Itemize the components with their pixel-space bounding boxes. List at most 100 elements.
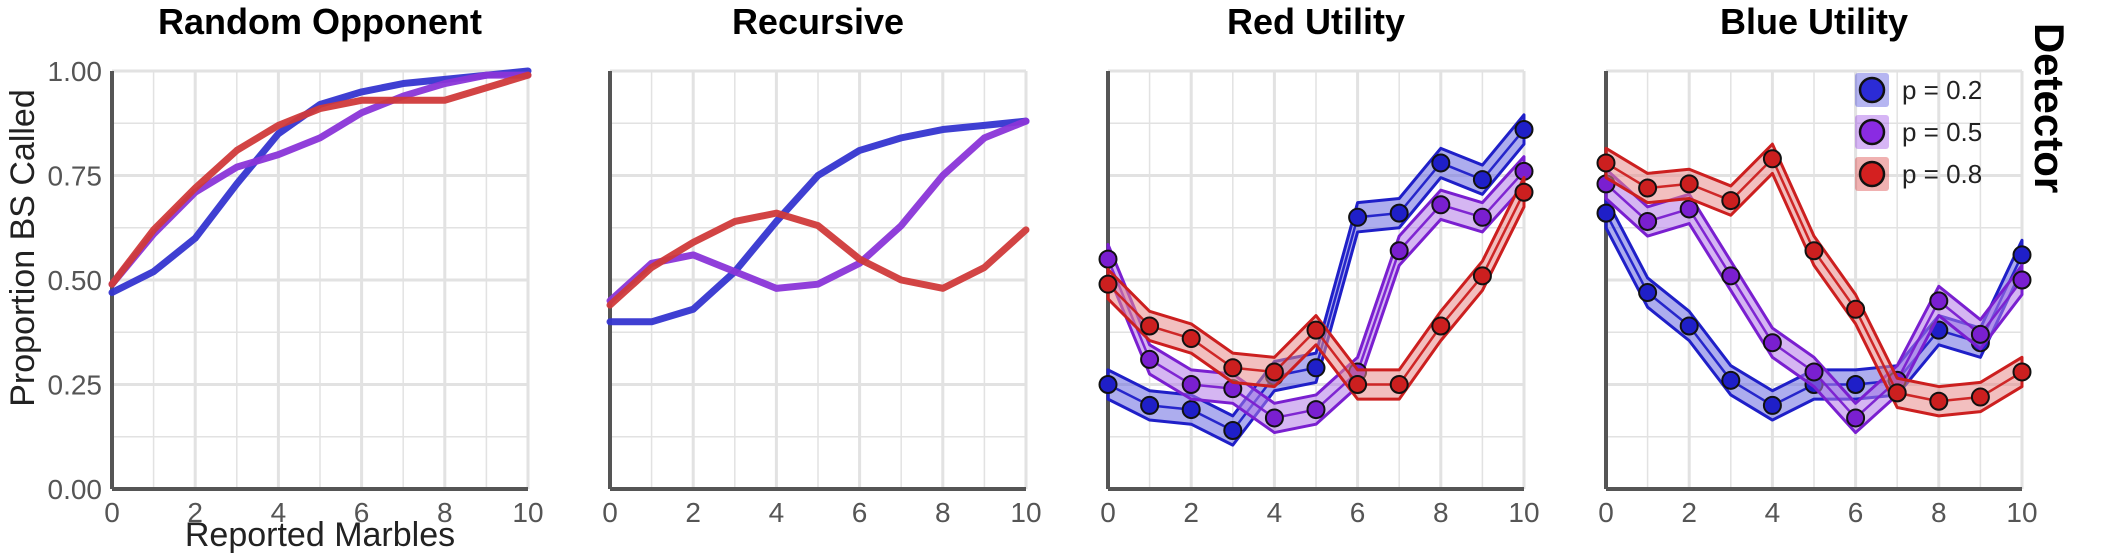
x-tick-label: 0 (1598, 497, 1614, 528)
data-point-p-0-5 (1264, 408, 1284, 428)
series-band-p-0-5 (1604, 167, 2024, 435)
legend-label: p = 0.2 (1902, 75, 1982, 105)
data-point-p-0-8 (1348, 375, 1368, 394)
data-point-p-0-2 (1679, 316, 1699, 336)
x-tick-label: 0 (104, 497, 120, 528)
data-point-p-0-8 (1514, 182, 1534, 202)
data-point-p-0-2 (1140, 395, 1160, 415)
x-tick-label: 10 (1010, 497, 1041, 528)
x-tick-label: 10 (1508, 497, 1539, 528)
data-point-p-0-2 (1638, 283, 1658, 303)
data-point-p-0-8 (1098, 274, 1118, 294)
data-point-p-0-5 (1638, 211, 1658, 231)
x-tick-label: 0 (1100, 497, 1116, 528)
data-point-p-0-8 (1389, 375, 1409, 394)
y-tick-label: 0.50 (48, 265, 103, 296)
data-point-p-0-8 (1721, 191, 1741, 211)
data-point-p-0-5 (1762, 333, 1782, 353)
panel-title-blue-utility: Blue Utility (1720, 1, 1908, 42)
data-point-p-0-5 (1140, 349, 1160, 369)
data-point-p-0-8 (2012, 362, 2032, 382)
panel-random-opponent: 0 2 4 6 8 10 0.00 0.25 0.50 0.75 1.00 Random Oppone… (48, 1, 544, 528)
x-tick-label: 8 (935, 497, 951, 528)
panel-recursive: 0 2 4 6 8 10 Recursive (602, 1, 1041, 528)
x-axis-title: Reported Marbles (185, 516, 455, 554)
data-point-p-0-2 (1431, 153, 1451, 173)
data-point-p-0-5 (1389, 241, 1409, 261)
data-point-p-0-2 (1762, 395, 1782, 415)
data-point-p-0-8 (1970, 387, 1990, 407)
legend-marker (1858, 76, 1886, 104)
legend-item-p-0-2: p = 0.2 (1855, 73, 1982, 107)
data-point-p-0-2 (1472, 170, 1492, 190)
y-tick-label: 0.25 (48, 370, 103, 401)
data-point-p-0-2 (1596, 203, 1616, 223)
y-tick-label: 0.00 (48, 474, 103, 505)
grid-red-utility (1106, 69, 1526, 491)
data-point-p-0-5 (2012, 270, 2032, 290)
panel-title-red-utility: Red Utility (1227, 1, 1405, 42)
x-tick-label: 2 (1681, 497, 1697, 528)
grid-random-opponent (110, 69, 530, 491)
x-tick-label: 4 (1267, 497, 1283, 528)
data-point-p-0-8 (1223, 358, 1243, 378)
data-point-p-0-8 (1929, 391, 1949, 411)
data-point-p-0-5 (1098, 249, 1118, 269)
y-axis-title: Proportion BS Called (4, 89, 42, 407)
x-tick-label: 6 (354, 497, 370, 528)
legend-marker (1858, 160, 1886, 188)
chart-panels: 0 2 4 6 8 10 0.00 0.25 0.50 0.75 1.00 Random Oppone… (48, 1, 2038, 528)
data-point-p-0-2 (1348, 207, 1368, 227)
panel-title-recursive: Recursive (732, 1, 904, 42)
x-tick-label: 6 (1350, 497, 1366, 528)
data-point-p-0-8 (1306, 320, 1326, 340)
legend: p = 0.2 p = 0.5 p = 0.8 (1855, 73, 1982, 191)
data-point-p-0-8 (1431, 316, 1451, 336)
series-band-p-0-8 (1106, 176, 1526, 401)
y-tick-label: 0.75 (48, 161, 103, 192)
x-tick-label: 8 (1931, 497, 1947, 528)
data-point-p-0-2 (2012, 245, 2032, 265)
x-tick-label: 8 (437, 497, 453, 528)
x-tick-label: 2 (1183, 497, 1199, 528)
data-point-p-0-8 (1264, 362, 1284, 382)
y-tick-label: 1.00 (48, 56, 103, 87)
data-point-p-0-2 (1098, 375, 1118, 394)
strip-label-detector: Detector (2026, 23, 2073, 193)
series-line-p-0-5 (606, 117, 1030, 305)
x-tick-label: 10 (512, 497, 543, 528)
x-tick-label: 0 (602, 497, 618, 528)
x-tick-label: 4 (769, 497, 785, 528)
data-point-p-0-8 (1140, 316, 1160, 336)
x-tick-label: 2 (187, 497, 203, 528)
data-point-p-0-2 (1223, 420, 1243, 440)
data-point-p-0-8 (1804, 241, 1824, 261)
data-point-p-0-2 (1721, 370, 1741, 390)
data-point-p-0-5 (1970, 324, 1990, 344)
data-point-p-0-2 (1181, 400, 1201, 420)
series-group-recursive (606, 117, 1030, 326)
data-point-p-0-5 (1181, 375, 1201, 394)
data-point-p-0-2 (1514, 120, 1534, 140)
legend-label: p = 0.8 (1902, 159, 1982, 189)
x-tick-label: 4 (271, 497, 287, 528)
data-point-p-0-5 (1431, 195, 1451, 215)
x-tick-label: 8 (1433, 497, 1449, 528)
series-group-random-opponent (108, 67, 532, 297)
series-line-p-0-8 (108, 71, 532, 288)
data-point-p-0-2 (1389, 203, 1409, 223)
x-tick-label: 6 (852, 497, 868, 528)
data-point-p-0-8 (1472, 266, 1492, 286)
data-point-p-0-2 (1306, 358, 1326, 378)
legend-marker (1858, 118, 1886, 146)
legend-item-p-0-5: p = 0.5 (1855, 115, 1982, 149)
data-point-p-0-5 (1721, 266, 1741, 286)
data-point-p-0-8 (1638, 178, 1658, 198)
data-point-p-0-8 (1846, 299, 1866, 319)
x-tick-label: 10 (2006, 497, 2037, 528)
data-point-p-0-8 (1762, 149, 1782, 169)
panel-blue-utility: 0 2 4 6 8 10 Blue Utility (1596, 1, 2038, 528)
data-point-p-0-8 (1181, 329, 1201, 349)
data-point-p-0-5 (1679, 199, 1699, 219)
